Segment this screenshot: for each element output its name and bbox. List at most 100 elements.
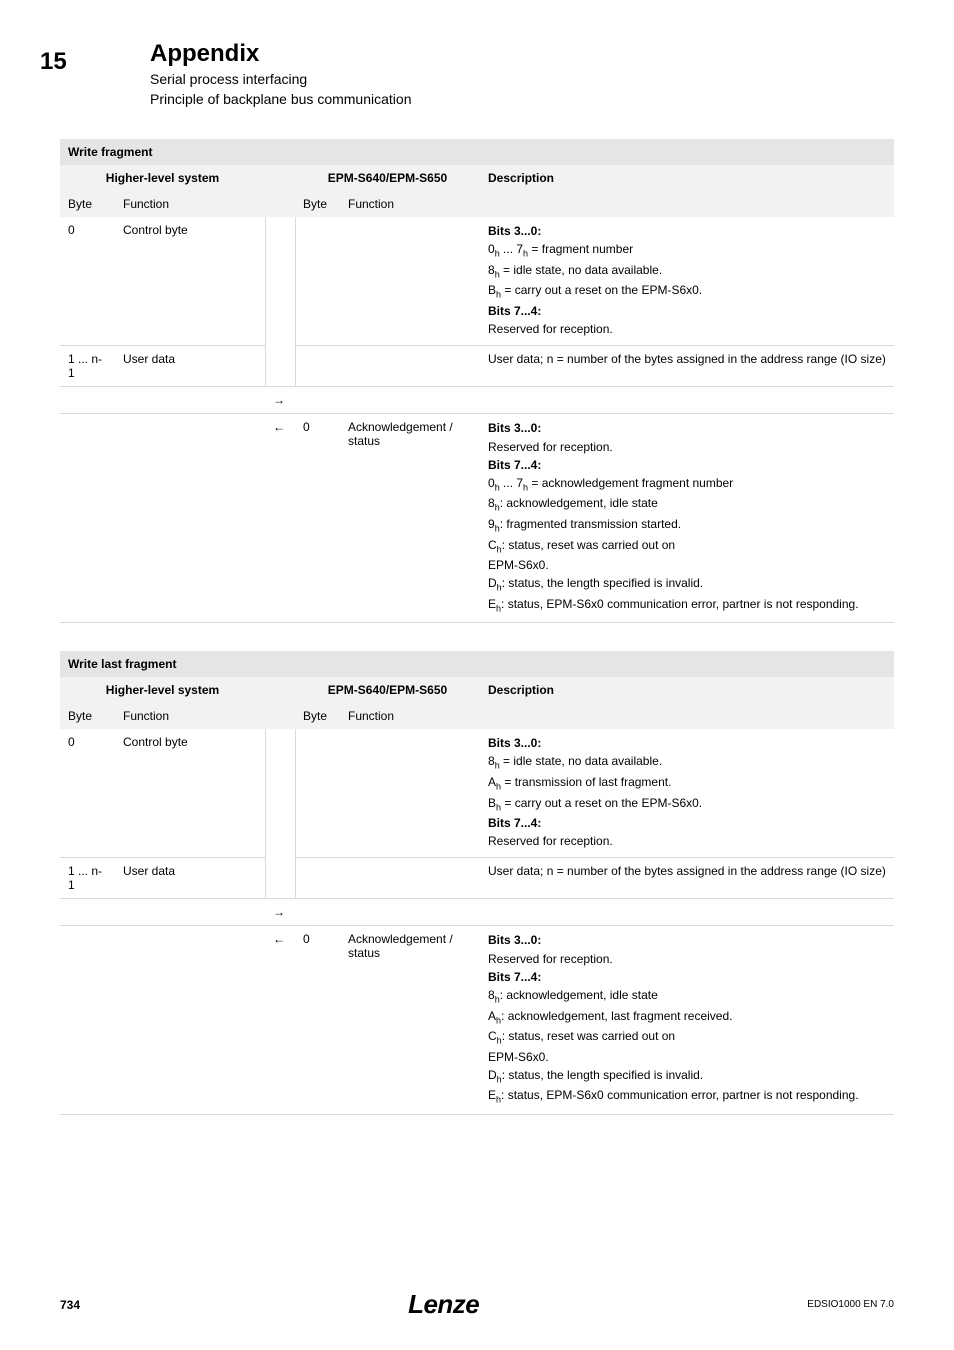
empty-cell: [60, 926, 115, 1114]
document-id: EDSIO1000 EN 7.0: [807, 1299, 894, 1310]
byte-label-left: Byte: [60, 191, 115, 217]
page-number: 734: [60, 1298, 80, 1312]
empty-cell: [480, 899, 894, 926]
byte-cell: 0: [60, 217, 115, 346]
bits-label: Bits 7...4:: [488, 304, 541, 318]
empty-cell: [115, 414, 265, 623]
write-fragment-table: Write fragment Higher-level system EPM-S…: [60, 139, 894, 623]
empty-cell: [340, 858, 480, 899]
empty-cell: [340, 217, 480, 346]
function-label-left: Function: [115, 703, 265, 729]
header-spacer: [265, 165, 295, 191]
lenze-logo: Lenze: [408, 1289, 479, 1320]
function-label-right: Function: [340, 703, 480, 729]
byte-label-right: Byte: [295, 703, 340, 729]
table-row: ← 0 Acknowledgement / status Bits 3...0:…: [60, 926, 894, 1114]
empty-cell: [480, 387, 894, 414]
table-title: Write last fragment: [60, 651, 894, 677]
page-title: Appendix: [150, 40, 894, 68]
empty-cell: [295, 729, 340, 858]
bits-label: Bits 7...4:: [488, 458, 541, 472]
table-title: Write fragment: [60, 139, 894, 165]
function-cell: User data: [115, 346, 265, 387]
header-block: Appendix Serial process interfacing Prin…: [150, 40, 894, 109]
empty-cell: [340, 387, 480, 414]
byte-cell: 0: [295, 414, 340, 623]
function-label-right: Function: [340, 191, 480, 217]
empty-cell: [60, 414, 115, 623]
footer: 734 Lenze EDSIO1000 EN 7.0: [60, 1289, 894, 1320]
empty-cell: [60, 387, 115, 414]
table-header-row: Higher-level system EPM-S640/EPM-S650 De…: [60, 677, 894, 703]
epm-label: EPM-S640/EPM-S650: [295, 165, 480, 191]
empty-cell: [295, 387, 340, 414]
arrow-left-icon: ←: [265, 926, 295, 1114]
byte-cell: 1 ... n-1: [60, 346, 115, 387]
empty-cell: [295, 858, 340, 899]
byte-cell: 1 ... n-1: [60, 858, 115, 899]
page: 15 Appendix Serial process interfacing P…: [0, 0, 954, 1350]
chapter-number: 15: [40, 48, 67, 76]
bits-label: Bits 7...4:: [488, 816, 541, 830]
table-title-row: Write fragment: [60, 139, 894, 165]
function-cell: Acknowledgement / status: [340, 414, 480, 623]
function-cell: Control byte: [115, 729, 265, 858]
table-row: ← 0 Acknowledgement / status Bits 3...0:…: [60, 414, 894, 623]
table-subheader-row: Byte Function Byte Function: [60, 703, 894, 729]
table-row: 0 Control byte Bits 3...0: 0h ... 7h = f…: [60, 217, 894, 346]
higher-level-label: Higher-level system: [60, 165, 265, 191]
gap-cell: [265, 729, 295, 899]
description-cell: User data; n = number of the bytes assig…: [480, 858, 894, 899]
function-cell: Control byte: [115, 217, 265, 346]
bits-label: Bits 3...0:: [488, 736, 541, 750]
table-row: 1 ... n-1 User data User data; n = numbe…: [60, 346, 894, 387]
empty-cell: [115, 926, 265, 1114]
byte-label-left: Byte: [60, 703, 115, 729]
table-header-row: Higher-level system EPM-S640/EPM-S650 De…: [60, 165, 894, 191]
empty-cell: [340, 899, 480, 926]
epm-label: EPM-S640/EPM-S650: [295, 677, 480, 703]
empty-cell: [295, 899, 340, 926]
bits-label: Bits 3...0:: [488, 933, 541, 947]
arrow-row: →: [60, 387, 894, 414]
empty-cell: [295, 217, 340, 346]
subhead-spacer: [265, 191, 295, 217]
description-cell: User data; n = number of the bytes assig…: [480, 346, 894, 387]
description-cell: Bits 3...0: 8h = idle state, no data ava…: [480, 729, 894, 858]
empty-cell: [60, 899, 115, 926]
table-row: 1 ... n-1 User data User data; n = numbe…: [60, 858, 894, 899]
empty-cell: [115, 387, 265, 414]
table-row: 0 Control byte Bits 3...0: 8h = idle sta…: [60, 729, 894, 858]
byte-label-right: Byte: [295, 191, 340, 217]
desc-spacer: [480, 191, 894, 217]
empty-cell: [295, 346, 340, 387]
gap-cell: [265, 217, 295, 387]
table-subheader-row: Byte Function Byte Function: [60, 191, 894, 217]
empty-cell: [340, 729, 480, 858]
subtitle-1: Serial process interfacing: [150, 70, 894, 90]
empty-cell: [115, 899, 265, 926]
description-label: Description: [480, 677, 894, 703]
arrow-left-icon: ←: [265, 414, 295, 623]
bits-label: Bits 7...4:: [488, 970, 541, 984]
bits-label: Bits 3...0:: [488, 224, 541, 238]
description-cell: Bits 3...0: 0h ... 7h = fragment number …: [480, 217, 894, 346]
header-spacer: [265, 677, 295, 703]
subtitle-2: Principle of backplane bus communication: [150, 90, 894, 110]
description-cell: Bits 3...0: Reserved for reception. Bits…: [480, 926, 894, 1114]
arrow-right-icon: →: [265, 899, 295, 926]
arrow-row: →: [60, 899, 894, 926]
function-cell: User data: [115, 858, 265, 899]
subhead-spacer: [265, 703, 295, 729]
byte-cell: 0: [60, 729, 115, 858]
desc-spacer: [480, 703, 894, 729]
function-label-left: Function: [115, 191, 265, 217]
higher-level-label: Higher-level system: [60, 677, 265, 703]
bits-label: Bits 3...0:: [488, 421, 541, 435]
empty-cell: [340, 346, 480, 387]
write-last-fragment-table: Write last fragment Higher-level system …: [60, 651, 894, 1115]
arrow-right-icon: →: [265, 387, 295, 414]
table-title-row: Write last fragment: [60, 651, 894, 677]
function-cell: Acknowledgement / status: [340, 926, 480, 1114]
byte-cell: 0: [295, 926, 340, 1114]
